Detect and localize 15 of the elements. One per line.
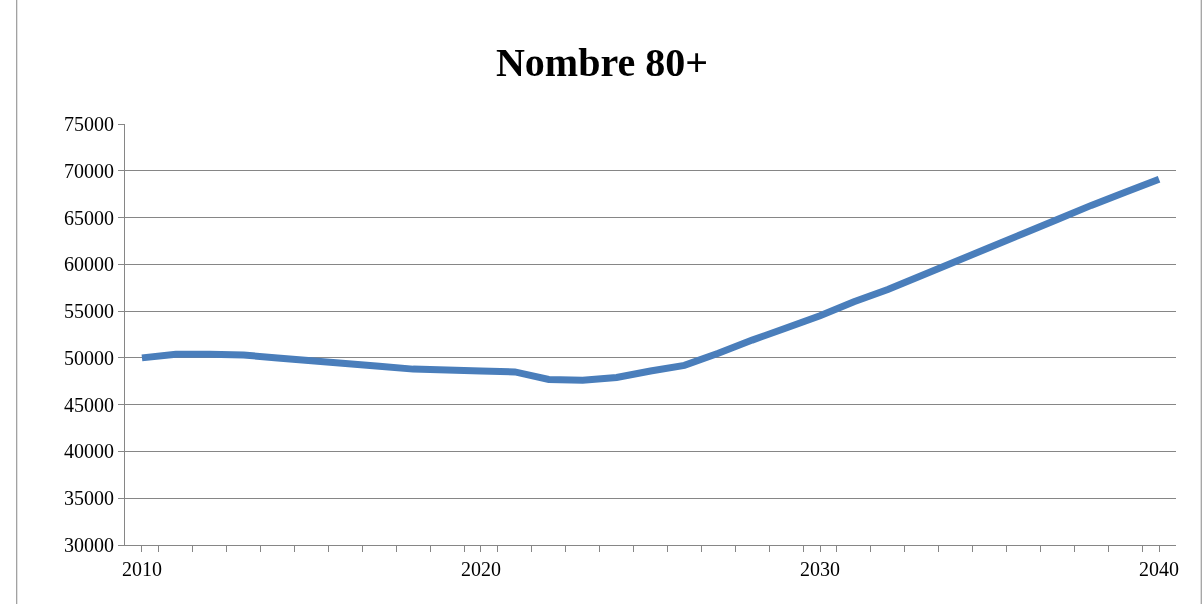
y-tick-label: 35000 bbox=[64, 487, 114, 510]
y-tick-label: 65000 bbox=[64, 206, 114, 229]
y-tick-label: 75000 bbox=[64, 113, 114, 135]
y-tick-label: 40000 bbox=[64, 440, 114, 463]
x-tick-label: 2040 bbox=[1139, 558, 1180, 580]
y-tick-label: 55000 bbox=[64, 300, 114, 323]
y-tick-label: 70000 bbox=[64, 159, 114, 182]
x-tick-label: 2030 bbox=[800, 558, 841, 580]
y-tick-label: 60000 bbox=[64, 253, 114, 276]
x-tick-label: 2020 bbox=[460, 558, 501, 580]
y-tick-label: 50000 bbox=[64, 346, 114, 369]
y-tick-label: 30000 bbox=[64, 534, 114, 556]
x-tick-label: 2010 bbox=[121, 558, 162, 580]
chart-title: Nombre 80+ bbox=[495, 40, 709, 86]
y-tick-label: 45000 bbox=[64, 393, 114, 416]
